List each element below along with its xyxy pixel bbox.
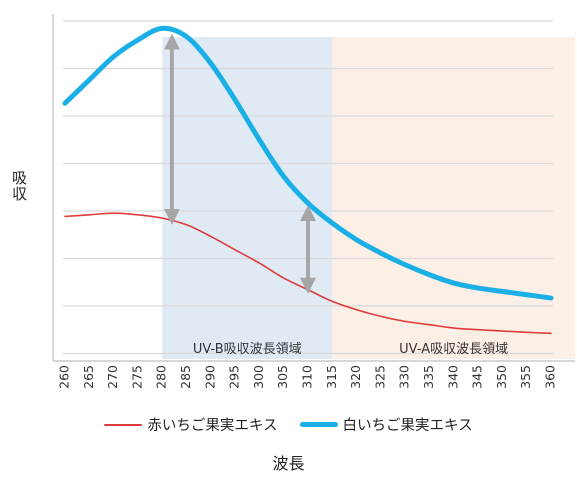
legend-item-red-strawberry: 赤いちご果実エキス bbox=[104, 414, 278, 435]
x-tick-label: 315 bbox=[324, 365, 339, 389]
x-tick-label: 295 bbox=[227, 365, 242, 389]
x-tick-label: 270 bbox=[105, 365, 120, 389]
legend-item-white-strawberry: 白いちご果実エキス bbox=[299, 414, 473, 435]
region-band-1 bbox=[332, 37, 575, 359]
x-tick-label: 335 bbox=[421, 365, 436, 389]
legend: 赤いちご果実エキス 白いちご果実エキス bbox=[0, 414, 577, 435]
x-tick-label: 345 bbox=[470, 365, 485, 389]
legend-swatch-blue bbox=[299, 422, 338, 427]
y-axis-label: 吸収 bbox=[10, 170, 28, 202]
x-tick-label: 305 bbox=[275, 365, 290, 389]
x-tick-label: 260 bbox=[57, 365, 72, 389]
legend-label-red-strawberry: 赤いちご果実エキス bbox=[147, 418, 278, 434]
x-tick-label: 290 bbox=[202, 365, 217, 389]
x-tick-label: 360 bbox=[543, 365, 558, 389]
x-tick-label: 280 bbox=[154, 365, 169, 389]
region-label-1: UV-A吸収波長領域 bbox=[399, 341, 508, 357]
x-tick-label: 330 bbox=[397, 365, 412, 389]
x-tick-label: 320 bbox=[348, 365, 363, 389]
x-tick-label: 350 bbox=[494, 365, 509, 389]
region-band-0 bbox=[162, 37, 333, 359]
x-axis-label: 波長 bbox=[272, 454, 305, 473]
legend-swatch-red bbox=[104, 423, 143, 426]
x-tick-label: 325 bbox=[372, 365, 387, 389]
x-tick-label: 285 bbox=[178, 365, 193, 389]
region-label-0: UV-B吸収波長領域 bbox=[193, 341, 302, 357]
x-tick-label: 340 bbox=[445, 365, 460, 389]
x-tick-label: 275 bbox=[129, 365, 144, 389]
x-tick-label: 265 bbox=[81, 365, 96, 389]
x-tick-label: 300 bbox=[251, 365, 266, 389]
legend-label-white-strawberry: 白いちご果実エキス bbox=[342, 418, 473, 434]
x-tick-label: 310 bbox=[300, 365, 315, 389]
x-tick-label: 355 bbox=[518, 365, 533, 389]
